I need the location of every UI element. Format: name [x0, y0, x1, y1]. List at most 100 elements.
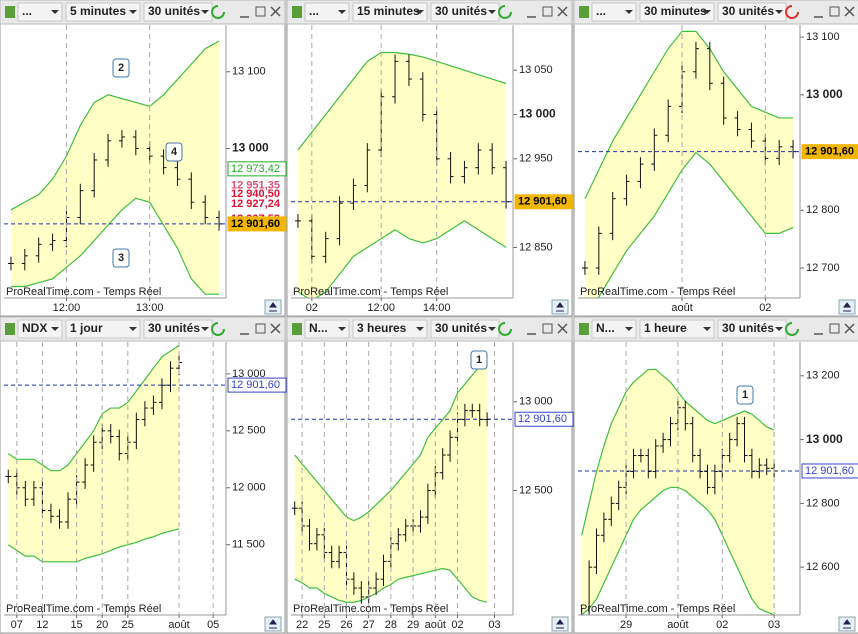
x-tick-label: 03 — [768, 619, 780, 631]
chart-icon — [292, 323, 302, 335]
chart-icon — [292, 6, 302, 18]
y-tick-label: 13 100 — [232, 66, 266, 78]
annotation-box — [112, 58, 130, 78]
toolbar: NDX 1 jour 30 unités — [0, 316, 286, 342]
refresh-icon[interactable] — [785, 322, 799, 336]
close-button[interactable] — [270, 323, 281, 334]
toolbar: N... 3 heures 30 unités — [286, 316, 573, 342]
x-tick-label: 12:00 — [367, 302, 395, 314]
close-button[interactable] — [270, 6, 281, 17]
scroll-icon — [556, 302, 564, 312]
price-label-box — [514, 411, 574, 427]
plot-area — [578, 30, 800, 298]
dropdown[interactable] — [352, 319, 428, 339]
dropdown[interactable] — [65, 2, 141, 22]
close-button[interactable] — [844, 323, 855, 334]
y-tick-label: 13 000 — [806, 432, 843, 446]
ticker-dropdown[interactable]: ... — [309, 4, 319, 18]
dropdown[interactable] — [304, 2, 350, 22]
maximize-button[interactable] — [542, 6, 553, 17]
dropdown[interactable] — [17, 2, 63, 22]
timeframe-dropdown[interactable]: 1 jour — [70, 321, 103, 335]
dropdown[interactable] — [591, 319, 637, 339]
band-fill — [10, 41, 220, 295]
y-tick-label: 13 000 — [232, 368, 266, 380]
ticker-dropdown[interactable]: ... — [596, 4, 606, 18]
ticker-dropdown[interactable]: N... — [309, 321, 328, 335]
timeframe-dropdown[interactable]: 15 minutes — [357, 4, 420, 18]
scroll-icon — [556, 619, 564, 629]
y-tick-label: 12 800 — [806, 497, 840, 509]
y-tick-label: 12 950 — [519, 153, 553, 165]
ticker-dropdown[interactable]: NDX — [22, 321, 47, 335]
chart-panel: NDX 1 jour 30 unités 13 000 12 500 12 000 11 5… — [0, 316, 287, 634]
annotation-box — [165, 142, 183, 162]
refresh-icon[interactable] — [498, 322, 512, 336]
close-button[interactable] — [557, 6, 568, 17]
watermark: ProRealTime.com - Temps Réel — [6, 286, 161, 298]
y-tick-label: 12 000 — [232, 482, 266, 494]
maximize-button[interactable] — [255, 6, 266, 17]
annotation: 3 — [118, 252, 124, 264]
dropdown-arrow — [129, 10, 137, 14]
price-label: 12 901,60 — [805, 465, 854, 477]
maximize-button[interactable] — [255, 323, 266, 334]
dropdown[interactable] — [304, 319, 350, 339]
timeframe-dropdown[interactable]: 3 heures — [357, 321, 407, 335]
units-dropdown[interactable]: 30 unités — [148, 321, 200, 335]
dropdown[interactable] — [352, 2, 428, 22]
annotation: 1 — [742, 389, 748, 401]
timeframe-dropdown[interactable]: 5 minutes — [70, 4, 126, 18]
units-dropdown[interactable]: 30 unités — [722, 4, 774, 18]
timeframe-dropdown[interactable]: 1 heure — [644, 321, 687, 335]
plot-area — [4, 344, 226, 563]
watermark: ProRealTime.com - Temps Réel — [293, 286, 448, 298]
dropdown[interactable] — [639, 319, 715, 339]
y-tick-label: 12 600 — [806, 561, 840, 573]
watermark: ProRealTime.com - Temps Réel — [6, 603, 161, 615]
units-dropdown[interactable]: 30 unités — [148, 4, 200, 18]
watermark: ProRealTime.com - Temps Réel — [580, 603, 735, 615]
band-fill — [581, 369, 775, 615]
annotation: 1 — [476, 354, 482, 366]
dropdown-arrow — [775, 10, 783, 14]
refresh-icon[interactable] — [785, 5, 799, 19]
band-fill — [297, 52, 507, 298]
y-tick-label: 12 800 — [806, 204, 840, 216]
chart-icon — [5, 6, 15, 18]
upper-band — [7, 344, 180, 472]
ticker-dropdown[interactable]: ... — [22, 4, 32, 18]
scroll-icon — [269, 302, 277, 312]
annotation-box — [112, 248, 130, 268]
price-label: 12 901,60 — [518, 413, 567, 425]
ticker-dropdown[interactable]: N... — [596, 321, 615, 335]
scroll-icon — [843, 302, 851, 312]
maximize-button[interactable] — [542, 323, 553, 334]
timeframe-dropdown[interactable]: 30 minutes — [644, 4, 707, 18]
upper-band — [297, 51, 507, 151]
units-dropdown[interactable]: 30 unités — [435, 321, 487, 335]
refresh-icon[interactable] — [498, 5, 512, 19]
dropdown[interactable] — [639, 2, 715, 22]
units-dropdown[interactable]: 30 unités — [722, 321, 774, 335]
close-button[interactable] — [557, 323, 568, 334]
chart-icon — [579, 6, 589, 18]
refresh-icon[interactable] — [211, 322, 225, 336]
dropdown[interactable] — [65, 319, 141, 339]
maximize-button[interactable] — [829, 323, 840, 334]
y-tick-label: 13 100 — [806, 31, 840, 43]
chart-icon — [5, 323, 15, 335]
lower-band — [597, 151, 794, 298]
maximize-button[interactable] — [829, 6, 840, 17]
refresh-icon[interactable] — [211, 5, 225, 19]
y-tick-label: 12 850 — [519, 241, 553, 253]
x-tick-label: 26 — [340, 619, 352, 631]
price-label-box — [514, 194, 574, 210]
close-button[interactable] — [844, 6, 855, 17]
x-tick-label: 02 — [759, 302, 771, 314]
dropdown[interactable] — [591, 2, 637, 22]
x-tick-label: 20 — [96, 619, 108, 631]
units-dropdown[interactable]: 30 unités — [435, 4, 487, 18]
dropdown[interactable] — [17, 319, 63, 339]
lower-band — [297, 220, 507, 298]
